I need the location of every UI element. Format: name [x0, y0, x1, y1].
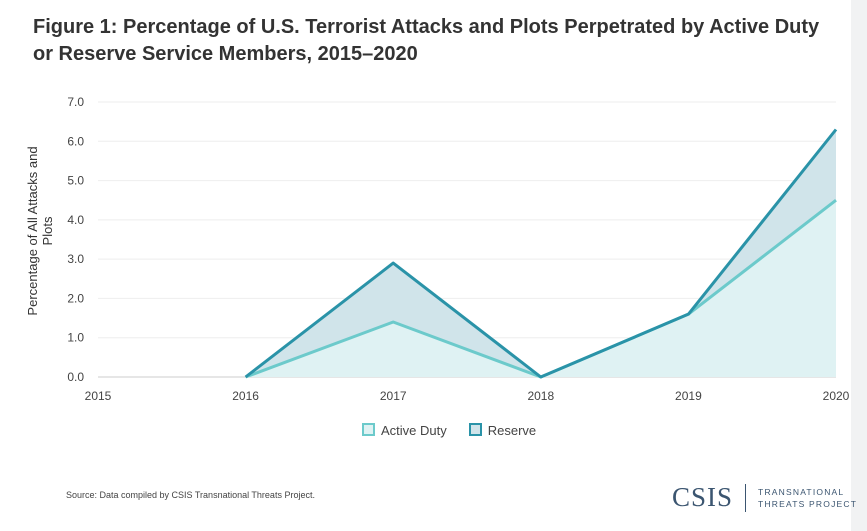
chart-title: Figure 1: Percentage of U.S. Terrorist A…	[33, 16, 820, 65]
x-tick-label: 2019	[675, 389, 702, 403]
y-tick-label: 5.0	[67, 174, 84, 188]
csis-logo: CSIS TRANSNATIONAL THREATS PROJECT	[672, 482, 857, 513]
legend-label: Reserve	[487, 423, 537, 438]
legend: Active Duty Reserve	[362, 423, 536, 438]
x-tick-label: 2020	[823, 389, 850, 403]
legend-item-reserve: Reserve	[468, 423, 537, 438]
legend-item-active-duty: Active Duty	[362, 423, 447, 438]
y-tick-label: 2.0	[67, 291, 84, 305]
x-tick-label: 2017	[380, 389, 407, 403]
legend-label: Active Duty	[381, 423, 447, 438]
source-note: Source: Data compiled by CSIS Transnatio…	[66, 490, 315, 500]
y-tick-label: 4.0	[67, 213, 84, 227]
y-tick-label: 0.0	[67, 370, 84, 384]
x-tick-label: 2016	[232, 389, 259, 403]
area-active-duty	[245, 200, 837, 377]
y-tick-label: 7.0	[67, 95, 84, 109]
logo-line2: THREATS PROJECT	[758, 498, 858, 509]
logo-line1: TRANSNATIONAL	[758, 486, 845, 497]
y-tick-label: 1.0	[67, 331, 84, 345]
logo-text: CSIS	[672, 482, 734, 512]
y-tick-label: 3.0	[67, 252, 84, 266]
x-tick-label: 2015	[85, 389, 112, 403]
right-edge	[851, 0, 867, 531]
y-axis-label: Percentage of All Attacks and Plots	[25, 146, 55, 316]
y-tick-label: 6.0	[67, 134, 84, 148]
x-tick-label: 2018	[527, 389, 554, 403]
